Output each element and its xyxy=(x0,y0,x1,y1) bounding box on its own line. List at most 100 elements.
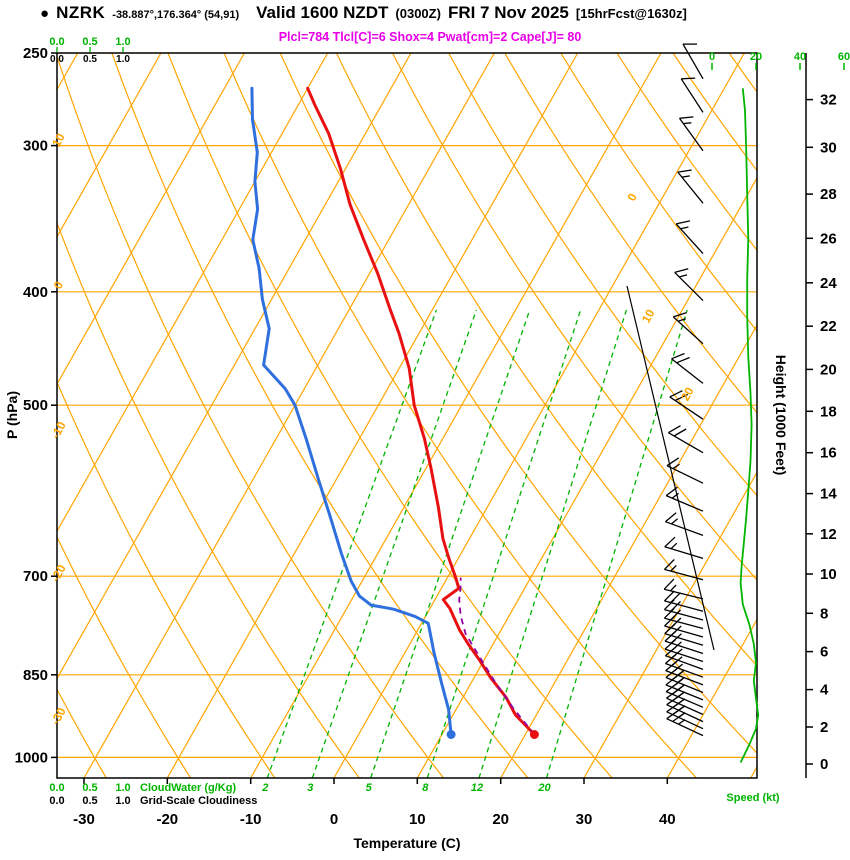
dry-adiabat-line xyxy=(57,688,107,778)
height-tick-label: 22 xyxy=(820,318,837,335)
pressure-tick-label: 300 xyxy=(23,138,48,155)
dry-adiabat-line xyxy=(448,53,757,497)
cloudwater-top-tick-label: 1.0 xyxy=(115,36,130,48)
wind-barb-feather xyxy=(668,425,681,434)
wind-barb-half-feather xyxy=(680,226,689,230)
grid-layer xyxy=(57,53,757,778)
dry-adiabat-line xyxy=(560,53,757,332)
wind-barb-half-feather xyxy=(677,684,685,691)
isotherm-line xyxy=(83,53,495,778)
wind-barb-feather xyxy=(674,393,689,402)
isotherm-label: 0 xyxy=(624,191,640,204)
wind-barb-staff xyxy=(666,704,704,723)
header: ● NZRK -38.887°,176.364° (54,91) Valid 1… xyxy=(40,3,687,23)
wind-barb-feather xyxy=(664,512,677,523)
height-tick-label: 20 xyxy=(820,361,837,378)
isotherm-line xyxy=(57,53,245,386)
height-tick-label: 32 xyxy=(820,92,837,109)
wind-barb xyxy=(680,77,704,113)
wind-barb-feather xyxy=(663,578,675,590)
temperature-tick-label: -20 xyxy=(156,811,178,828)
surface-dewpoint-dot xyxy=(446,730,456,739)
isotherm-line xyxy=(583,471,757,778)
wind-barb xyxy=(663,590,704,612)
wind-barb-feather xyxy=(666,457,680,467)
dry-adiabat-line xyxy=(279,53,757,754)
wind-barb-feather xyxy=(676,356,690,364)
height-axis-title: Height (1000 Feet) xyxy=(773,355,789,476)
cloudiness-top-tick-label: 0.0 xyxy=(50,54,64,65)
speed-axis-title: Speed (kt) xyxy=(726,792,780,804)
dry-adiabat-label: -20 xyxy=(48,562,69,584)
wind-barb xyxy=(674,268,704,302)
wind-barb xyxy=(663,559,704,581)
wind-barb-feather xyxy=(674,268,689,274)
cloudwater-top-tick-label: 0.0 xyxy=(49,36,64,48)
height-tick-label: 12 xyxy=(820,526,837,543)
wind-barb-feather xyxy=(670,625,682,636)
wind-barb xyxy=(663,578,704,600)
wind-speed-curve xyxy=(739,88,760,763)
wind-barb xyxy=(668,425,704,454)
pressure-tick-label: 500 xyxy=(23,397,48,414)
stability-parameters: Plcl=784 Tlcl[C]=6 Shox=4 Pwat[cm]=2 Cap… xyxy=(278,30,582,44)
wind-barb-staff xyxy=(665,655,704,671)
wind-barb-feather xyxy=(681,77,696,80)
temperature-curve xyxy=(306,86,536,736)
wind-barb-feather xyxy=(670,633,682,644)
profile-layer xyxy=(250,86,536,736)
parcel-path-curve xyxy=(458,577,536,736)
station-id: NZRK xyxy=(56,3,106,22)
height-tick-label: 16 xyxy=(820,445,837,462)
isotherm-line xyxy=(500,323,757,778)
wind-barb-feather xyxy=(671,352,685,360)
wind-barb-feather xyxy=(663,559,675,570)
wind-barb-half-feather xyxy=(670,565,677,572)
wind-barb-feather xyxy=(677,169,692,173)
cloudiness-bottom-tick-label: 0.5 xyxy=(82,795,97,807)
wind-barb xyxy=(664,536,704,560)
wind-barb xyxy=(671,352,704,384)
mixing-ratio-line xyxy=(426,309,582,778)
wind-barb-feather xyxy=(671,663,684,674)
wind-barb xyxy=(666,457,704,484)
mixing-ratio-line xyxy=(266,309,438,778)
wind-barb-half-feather xyxy=(681,175,690,178)
wind-barb xyxy=(678,116,704,152)
mixing-ratio-label: 2 xyxy=(261,782,268,794)
temperature-tick-label: -10 xyxy=(240,811,262,828)
wind-barb-staff xyxy=(682,43,704,80)
wind-barb-feather xyxy=(671,656,683,667)
dry-adiabat-label: -30 xyxy=(48,705,69,727)
cloudiness-caption: Grid-Scale Cloudiness xyxy=(140,795,257,807)
cloudwater-top-tick-label: 0.5 xyxy=(82,36,97,48)
isotherm-line xyxy=(250,53,662,778)
height-tick-label: 0 xyxy=(820,756,828,773)
isotherm-line xyxy=(57,53,329,533)
wind-barb-staff xyxy=(666,697,704,716)
speed-tick-label: 0 xyxy=(709,51,715,63)
isotherm-line xyxy=(57,53,412,680)
wind-barb-staff xyxy=(675,223,704,255)
temperature-tick-label: 40 xyxy=(659,811,676,828)
height-tick-label: 2 xyxy=(820,719,828,736)
wind-barb-feather xyxy=(664,536,676,548)
wind-barb-feather xyxy=(673,428,687,437)
mixing-ratio-line xyxy=(311,309,478,778)
wind-barb xyxy=(675,220,704,255)
height-tick-label: 10 xyxy=(820,566,837,583)
speed-tick-label: 40 xyxy=(794,51,806,63)
speed-tick-label: 20 xyxy=(750,51,762,63)
wind-barb xyxy=(665,486,704,512)
dry-adiabat-line xyxy=(167,53,613,778)
wind-barb-half-feather xyxy=(677,669,685,676)
cloudiness-bottom-tick-label: 0.0 xyxy=(49,795,64,807)
mixing-ratio-line xyxy=(545,309,688,778)
wind-barb-staff xyxy=(664,588,704,600)
pressure-tick-label: 250 xyxy=(23,45,48,62)
wind-barb-staff xyxy=(671,358,704,384)
wind-barb-half-feather xyxy=(677,318,686,322)
wind-barb xyxy=(677,169,704,204)
